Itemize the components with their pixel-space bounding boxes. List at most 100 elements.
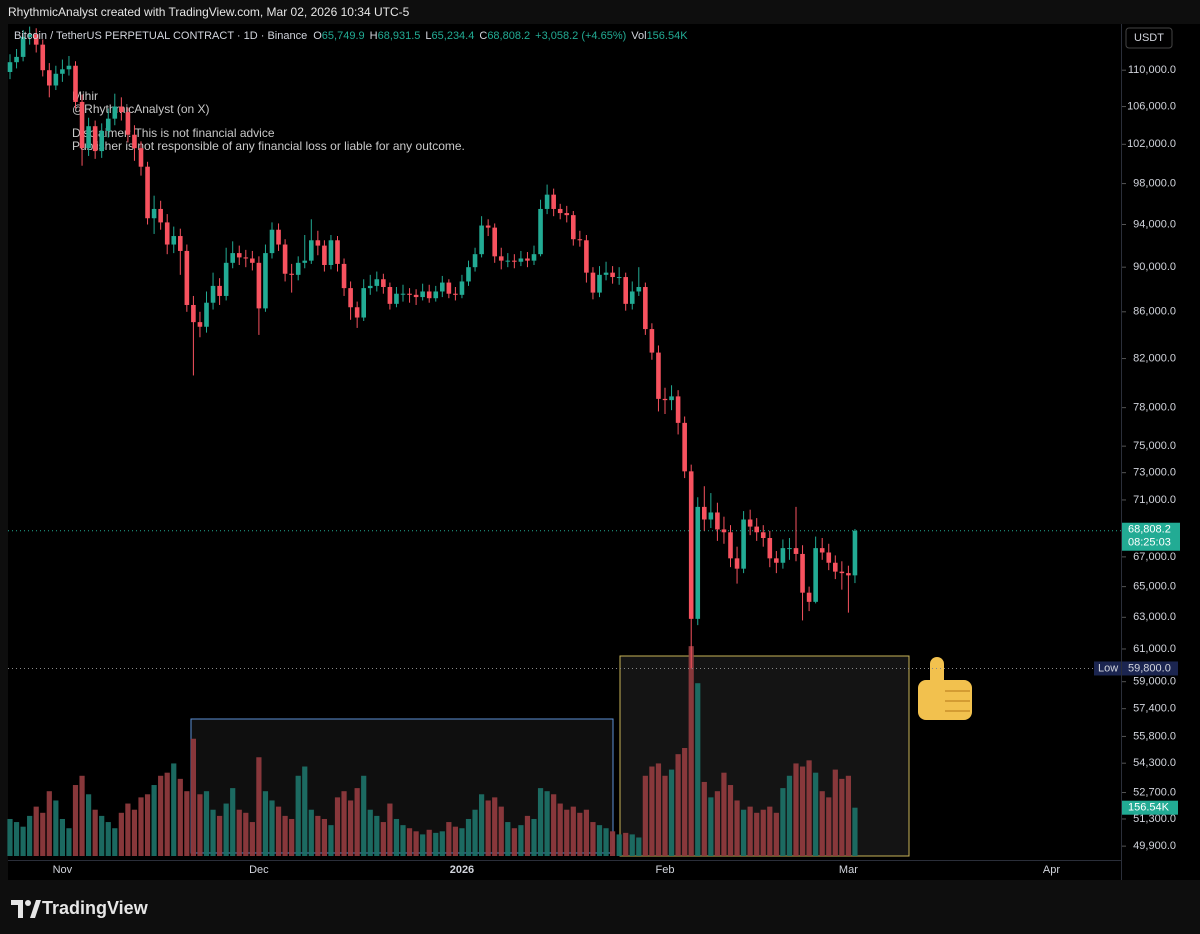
candle-body [125,112,131,135]
candle-body [210,285,216,303]
volume-bar [308,809,314,856]
volume-bar [590,822,596,856]
low-tag-name-box [1094,661,1121,676]
legend-prefix: H [369,30,378,42]
legend-value: 68,931.5 [377,30,421,42]
volume-bar [341,791,347,856]
candle-body [387,287,393,304]
candle-body [459,281,465,295]
candle-body [544,194,550,209]
candle-body [774,558,779,563]
volume-layer [7,646,858,856]
volume-bar [374,815,380,856]
volume-bar [7,818,13,856]
volume-bar [537,788,544,856]
volume-bar [400,825,406,856]
symbol: Bitcoin / TetherUS PERPETUAL CONTRACT · … [14,30,308,42]
candle-body [191,304,196,323]
candle-body [590,272,596,293]
volume-bar [112,828,118,856]
candle-body [826,552,832,563]
volume-bar [616,834,622,856]
volume-bar [151,785,157,856]
candle-body [839,571,845,574]
candle-body [223,262,229,296]
y-tick-label: 52,700.0 [1133,786,1176,798]
legend-value: 65,234.4 [431,30,475,42]
volume-bar [348,800,354,856]
volume-bar [596,825,603,856]
volume-bar [86,794,92,856]
x-tick-label: Mar [839,864,858,876]
volume-bar [105,822,111,856]
volume-bar [334,797,341,856]
candle-body [73,65,78,102]
candle-body [485,225,491,228]
volume-bar [426,829,432,856]
volume-bar [518,825,524,856]
candle-body [571,215,576,240]
y-tick-label: 61,000.0 [1133,643,1176,655]
volume-bar [131,809,138,856]
y-tick-label: 63,000.0 [1133,611,1176,623]
volume-bar [433,832,439,856]
volume-bar [203,791,210,856]
volume-bar [544,791,550,856]
volume-bar [249,822,255,856]
volume-bar [832,769,838,856]
volume-bar [262,791,269,856]
y-tick-label: 71,000.0 [1133,494,1176,506]
volume-tag-label: 156.54K [1128,802,1170,814]
y-tick-label: 65,000.0 [1133,581,1176,593]
candle-body [525,258,530,261]
volume-bar [564,809,570,856]
candle-body [662,398,668,401]
volume-bar [439,831,445,856]
candle-body [682,422,687,472]
candle-body [197,322,203,327]
volume-bar [668,769,675,856]
candle-body [354,307,360,318]
y-tick-label: 82,000.0 [1133,352,1176,364]
currency-box [1125,27,1173,49]
volume-bar [649,766,655,856]
candle-body [787,548,792,550]
low-tag-label: 59,800.0 [1128,662,1171,674]
candle-body [505,260,511,262]
annotation: Publisher is not responsible of any fina… [72,139,465,153]
y-tick-label: 67,000.0 [1133,551,1176,563]
candle-body [819,548,825,553]
volume-bar [210,809,216,856]
candle-body [813,548,818,602]
candle-body [309,240,314,261]
volume-bar [708,797,714,856]
candle-body [610,272,615,278]
volume-bar [190,738,196,856]
x-tick-label: 2026 [450,864,474,876]
candle-body [79,101,85,149]
brand-logo [11,900,41,918]
candle-body [348,288,353,308]
candle-body [453,293,458,295]
candle-body [702,506,707,520]
volume-bar [40,812,46,856]
y-tick-label: 54,300.0 [1133,757,1176,769]
candle-body [230,253,235,263]
legend-prefix: Vol [631,30,647,42]
volume-bar [839,778,845,856]
volume-bar [230,788,236,856]
volume-bar [557,803,563,856]
volume-bar [275,806,282,856]
x-tick-label: Feb [656,864,675,876]
candle-body [760,532,766,539]
volume-bar [138,797,144,856]
volume-bar [531,818,537,856]
volume-bar [793,763,799,856]
volume-bar [479,794,485,856]
candle-body [426,291,432,299]
candle-body [656,352,661,399]
candle-body [669,396,674,401]
volume-bar [295,775,301,856]
volume-bar [53,800,59,856]
candle-body [158,208,163,223]
